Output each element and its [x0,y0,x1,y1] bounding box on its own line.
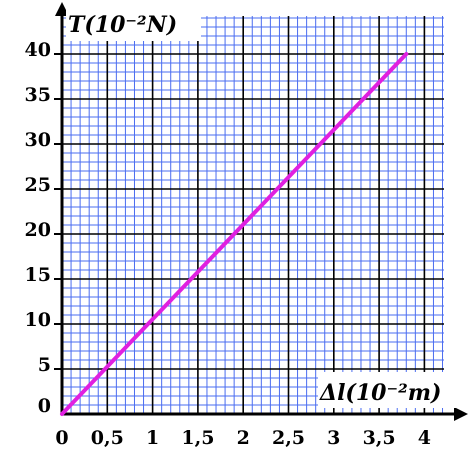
y-axis-title: T(10⁻²N) [68,12,177,38]
series-line [60,52,409,416]
x-tick-label: 3 [327,427,340,449]
x-tick-labels: 0 0,5 1 1,5 2 2,5 3 3,5 4 [55,427,431,449]
y-tick-label: 40 [25,39,51,61]
y-tick-label: 35 [25,84,51,106]
y-tick-label: 0 [38,395,51,417]
y-tick-label: 25 [25,174,51,196]
x-tick-label: 4 [418,427,431,449]
y-axis-arrow [55,2,69,16]
x-tick-label: 0,5 [91,427,124,449]
y-tick-label: 30 [25,129,51,151]
x-axis-arrow [454,407,468,421]
y-tick-label: 10 [25,309,51,331]
major-grid [62,16,444,414]
y-tick-labels: 0 5 10 15 20 25 30 35 40 [25,39,62,417]
series-layer [60,52,409,416]
y-tick-label: 5 [38,354,51,376]
x-axis-title: Δl(10⁻²m) [319,380,441,406]
y-tick-label: 20 [25,219,51,241]
y-axis-title-background [66,5,201,41]
x-tick-label: 3,5 [363,427,396,449]
x-tick-label: 2 [237,427,250,449]
axes [55,2,468,421]
x-axis-title-background [318,372,466,408]
x-tick-label: 1 [146,427,159,449]
y-tick-label: 15 [25,264,51,286]
x-tick-label: 0 [55,427,68,449]
x-tick-label: 1,5 [181,427,214,449]
x-tick-label: 2,5 [272,427,305,449]
